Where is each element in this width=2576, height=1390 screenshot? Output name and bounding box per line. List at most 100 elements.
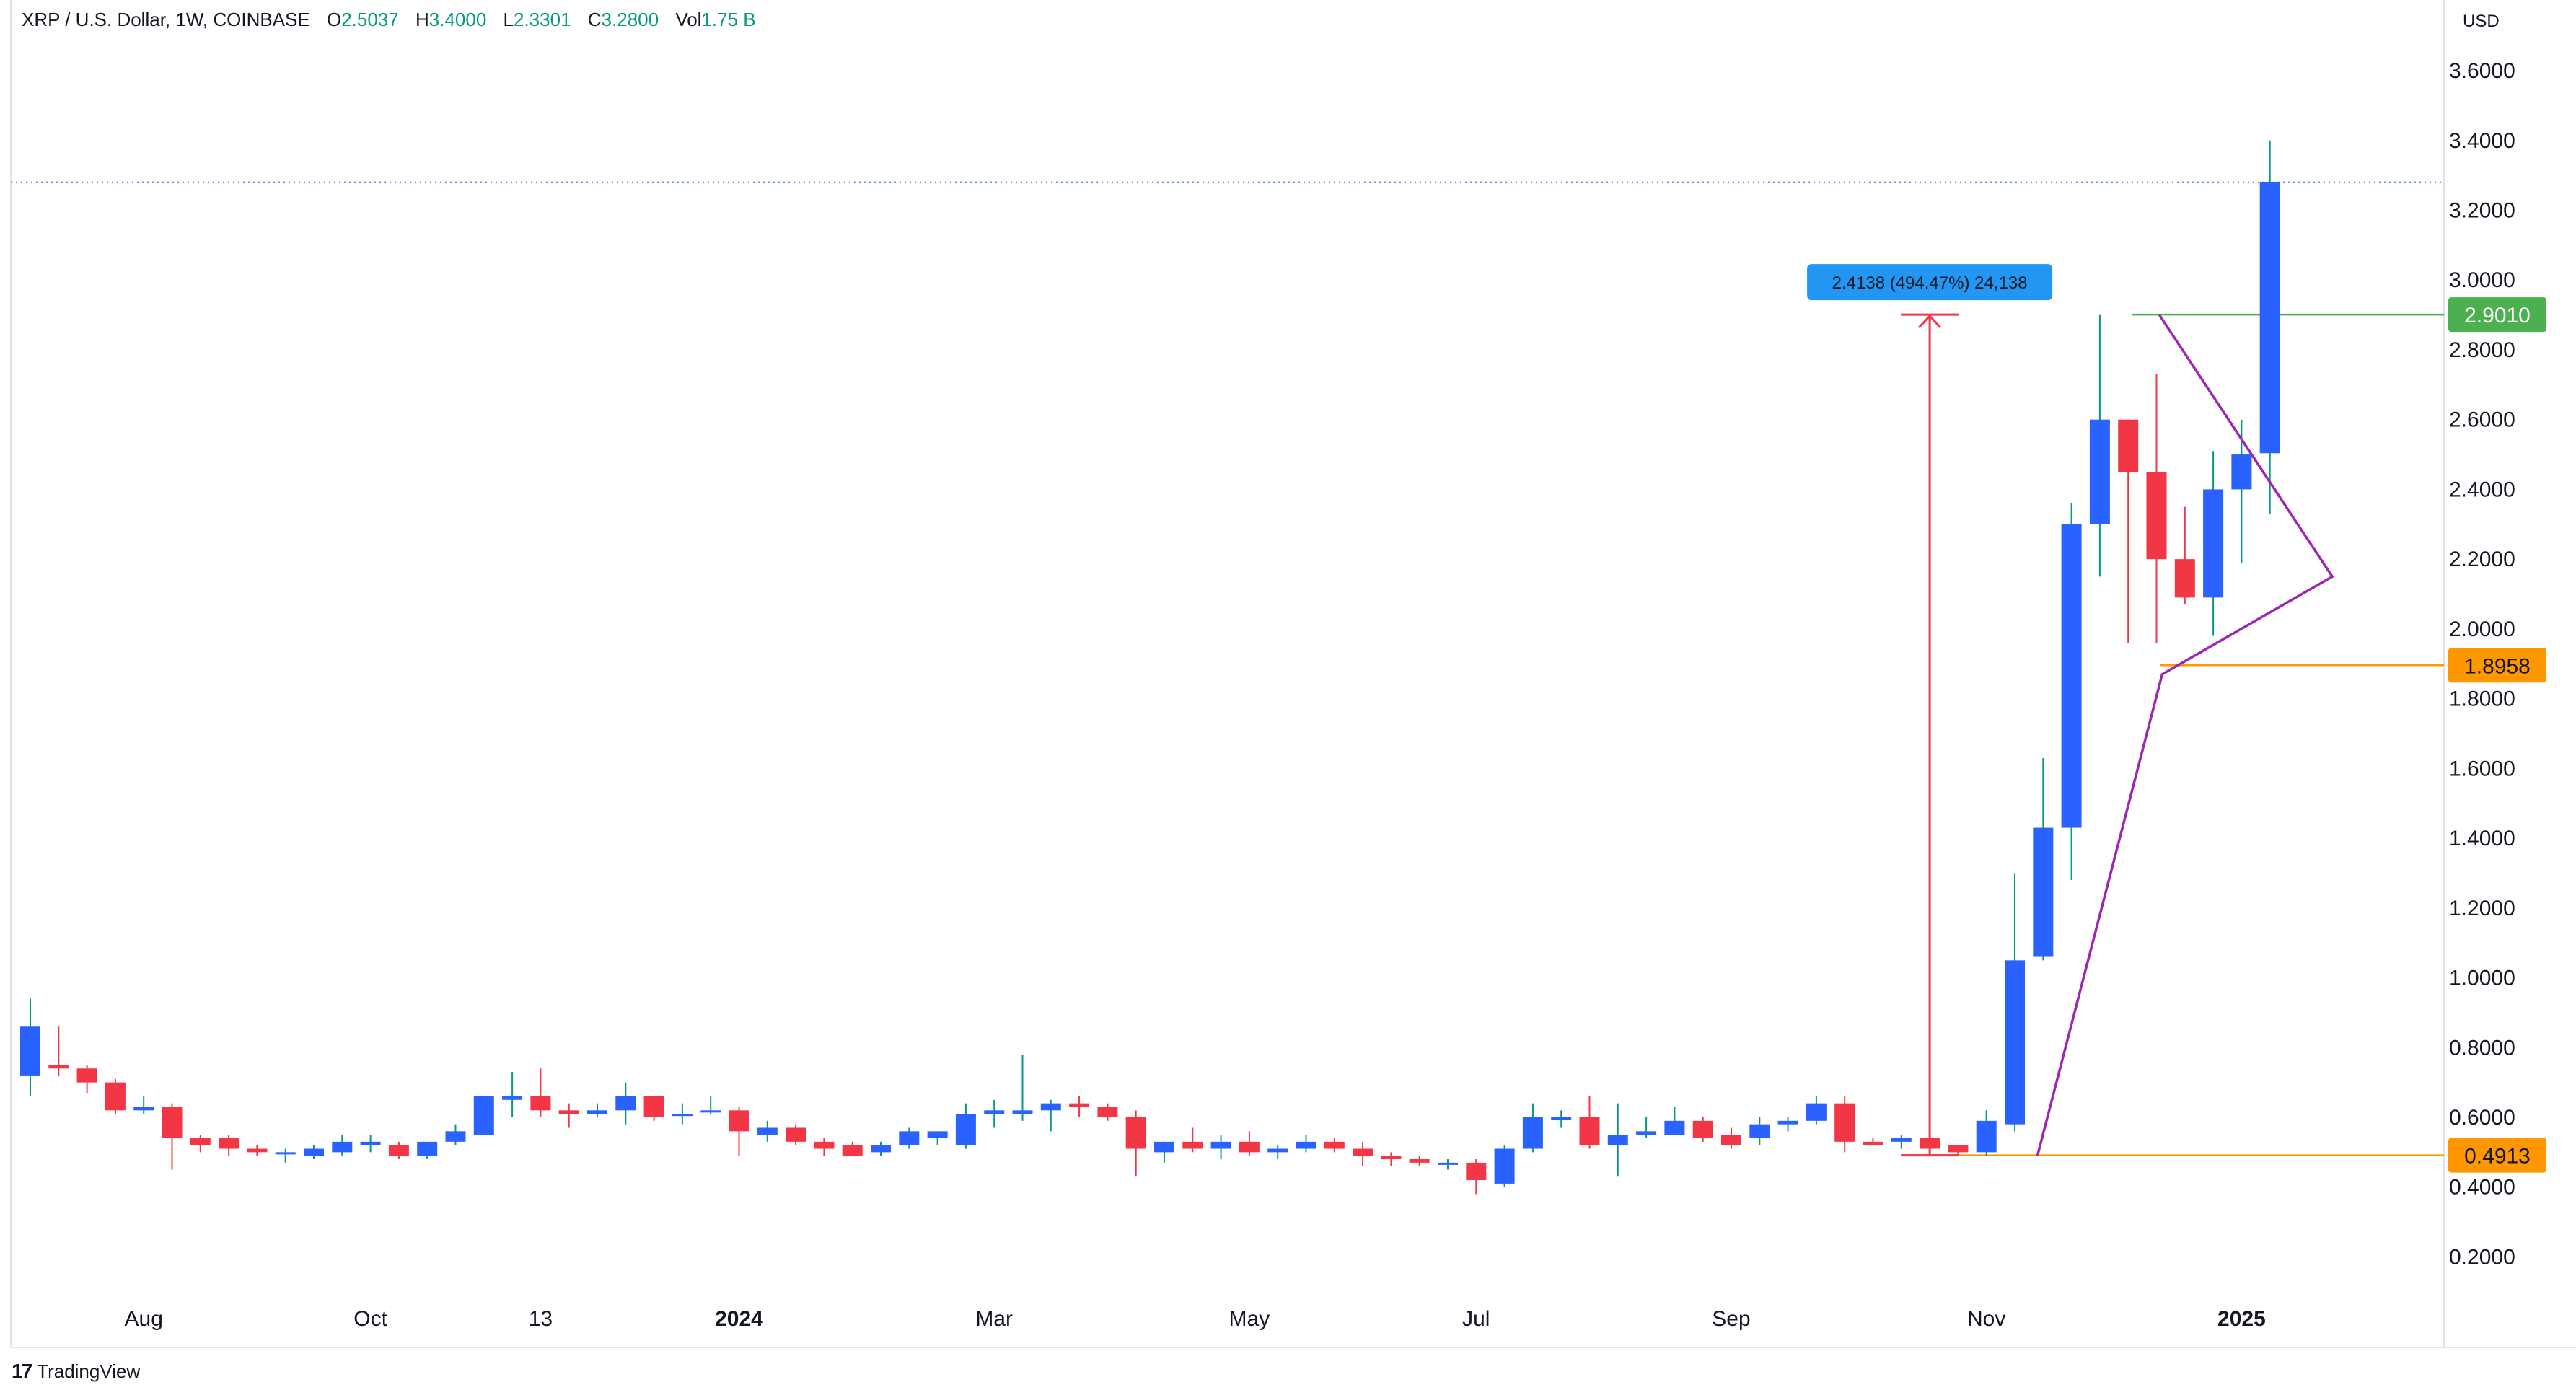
candle-body [1239,1141,1260,1153]
level-price-tag [2448,1138,2546,1173]
candle-body [530,1096,551,1111]
level-price-label: 2.9010 [2464,304,2531,327]
candle-body [2033,827,2054,957]
candle-body [643,1096,664,1117]
candle-body [1438,1162,1458,1165]
y-tick-label: 2.2000 [2449,547,2515,571]
tradingview-brand[interactable]: 17 TradingView [12,1360,140,1383]
close-value: 3.2800 [601,9,659,30]
candle-body [1097,1107,1118,1117]
candle-body [1863,1141,1883,1145]
candle-body [672,1114,693,1117]
level-price-label: 1.8958 [2464,654,2531,678]
candle-body [1976,1120,1997,1153]
x-tick-label: 2024 [715,1307,763,1331]
y-tick-label: 0.6000 [2449,1106,2515,1130]
level-price-label: 0.4913 [2464,1145,2531,1169]
candle-body [247,1148,268,1153]
candle-body [1381,1156,1402,1160]
y-tick-label: 1.2000 [2449,897,2515,920]
volume-label: Vol [675,9,702,30]
chart-header: XRP / U.S. Dollar, 1W, COINBASE O2.5037 … [22,9,756,31]
candle-body [105,1082,126,1111]
open-value: 2.5037 [341,9,399,30]
y-tick-label: 0.8000 [2449,1036,2515,1060]
candle-body [1012,1110,1033,1114]
candle-body [20,1026,40,1076]
candle-body [984,1110,1005,1114]
candle-body [1182,1141,1203,1149]
x-tick-label: Oct [353,1307,387,1331]
x-tick-label: May [1229,1307,1270,1331]
measure-label: 2.4138 (494.47%) 24,138 [1832,273,2028,293]
candle-body [2203,489,2224,598]
candle-body [955,1114,976,1145]
candle-body [587,1110,607,1114]
candle-body [615,1096,636,1111]
candle-body [1891,1138,1912,1142]
candle-body [1948,1145,1969,1153]
candle-body [360,1141,381,1145]
x-tick-label: 13 [529,1307,553,1331]
currency-label[interactable]: USD [2463,12,2500,31]
candle-body [1607,1135,1628,1145]
candle-body [76,1068,97,1083]
high-label: H [415,9,429,30]
volume-value: 1.75 B [701,9,756,30]
level-price-tag [2448,648,2546,683]
y-tick-label: 3.6000 [2449,59,2515,83]
candle-body [729,1110,749,1132]
candle-body [2118,419,2139,472]
candle-body [304,1148,324,1156]
candle-body [133,1107,154,1111]
candle-body [814,1141,835,1149]
candle-body [1154,1141,1174,1153]
x-tick-label: Jul [1462,1307,1490,1331]
measure-arrow-icon [1918,314,1942,329]
candle-body [2259,182,2280,454]
candle-body [1579,1117,1600,1145]
y-tick-label: 2.8000 [2449,338,2515,362]
candle-body [445,1131,466,1142]
candle-body [1494,1148,1515,1184]
candle-body [927,1131,948,1139]
candle-body [1692,1120,1713,1139]
candle-body [1409,1159,1430,1163]
x-tick-label: Sep [1712,1307,1750,1331]
candle-body [1664,1120,1685,1135]
candle-body [190,1138,211,1145]
candle-body [871,1145,891,1153]
y-tick-label: 0.2000 [2449,1245,2515,1269]
y-tick-label: 0.4000 [2449,1176,2515,1200]
x-tick-label: Mar [975,1307,1013,1331]
candle-body [1749,1124,1770,1139]
level-price-tag [2448,297,2546,333]
symbol-title: XRP / U.S. Dollar, 1W, COINBASE [22,9,310,30]
high-value: 3.4000 [428,9,487,30]
candle-body [1069,1103,1090,1107]
candle-body [899,1131,920,1145]
candle-body [1267,1148,1288,1153]
y-tick-label: 1.4000 [2449,827,2515,850]
candle-body [757,1127,778,1135]
candle-body [48,1065,69,1069]
triangle-pattern-line [2036,314,2334,1156]
candle-body [275,1152,296,1155]
candle-body [1636,1131,1657,1135]
candle-body [1522,1117,1543,1149]
low-label: L [503,9,514,30]
y-tick-label: 3.4000 [2449,129,2515,153]
candle-body [1551,1117,1572,1120]
candle-body [1210,1141,1231,1149]
candle-body [417,1141,438,1156]
candle-body [842,1145,863,1156]
candle-body [1721,1135,1741,1145]
candle-body [2146,472,2167,560]
measure-label-box [1807,264,2053,301]
x-tick-label: Nov [1967,1307,2005,1331]
candle-body [700,1110,721,1113]
candle-body [219,1138,239,1149]
candle-body [162,1107,183,1139]
y-tick-label: 2.6000 [2449,408,2515,432]
